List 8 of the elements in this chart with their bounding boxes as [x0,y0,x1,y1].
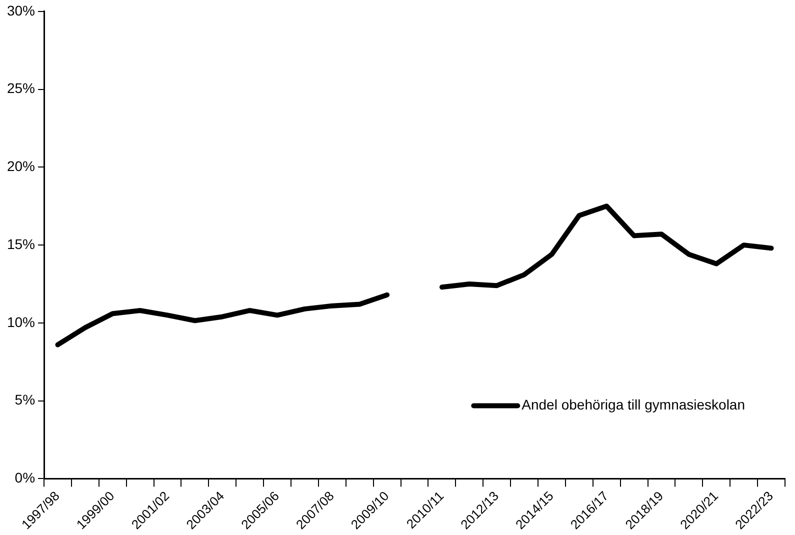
y-tick-label: 15% [6,236,36,252]
legend-label: Andel obehöriga till gymnasieskolan [522,396,745,413]
y-tick-label: 25% [6,80,36,96]
y-tick-label: 30% [6,2,36,18]
y-tick-label: 0% [14,470,36,486]
y-tick-label: 10% [6,314,36,330]
y-tick-label: 20% [6,158,36,174]
y-tick-label: 5% [14,392,36,408]
